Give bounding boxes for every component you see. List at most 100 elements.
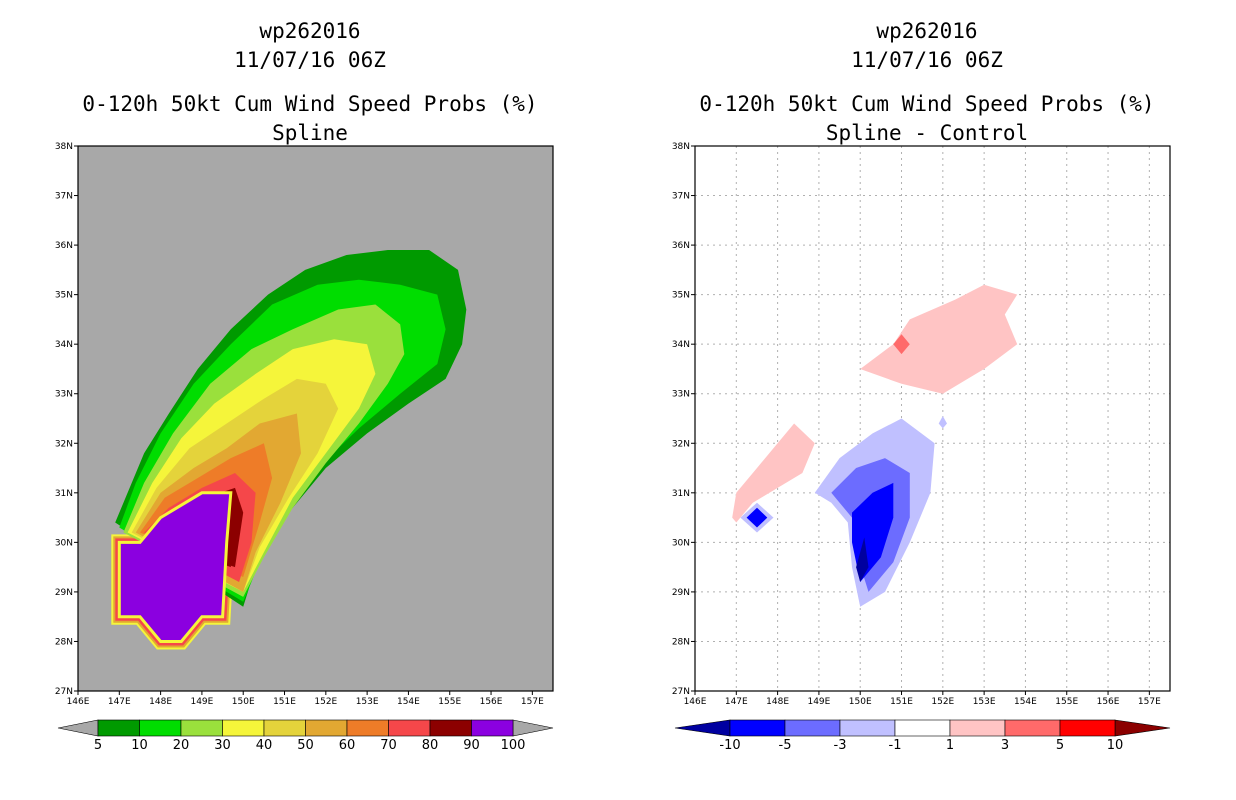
lon-tick-label: 153E bbox=[356, 697, 379, 707]
colorbar-label: 10 bbox=[131, 738, 148, 753]
lon-tick-label: 149E bbox=[190, 697, 213, 707]
colorbar-swatch bbox=[839, 719, 896, 737]
lat-tick-label: 29N bbox=[55, 588, 73, 598]
colorbar-label: 5 bbox=[94, 738, 102, 753]
colorbar-label: 30 bbox=[214, 738, 231, 753]
right-datetime: 11/07/16 06Z bbox=[851, 48, 1003, 72]
lon-tick-label: 148E bbox=[149, 697, 172, 707]
right-plot-area bbox=[694, 145, 1171, 692]
lat-tick-label: 29N bbox=[672, 588, 690, 598]
lat-tick-label: 35N bbox=[672, 291, 690, 301]
colorbar-label: 5 bbox=[1056, 738, 1064, 753]
colorbar-label: -3 bbox=[834, 738, 847, 753]
right-storm-id: wp262016 bbox=[876, 19, 977, 43]
right-axis-ticks: 146E 147E 148E 149E 150E 151E 152E 153E 154E 155E… bbox=[672, 142, 1161, 707]
lat-tick-label: 38N bbox=[55, 142, 73, 152]
right-panel: wp262016 11/07/16 06Z 0-120h 50kt Cum Wi… bbox=[672, 19, 1171, 753]
lon-tick-label: 155E bbox=[1055, 697, 1078, 707]
lon-tick-label: 157E bbox=[521, 697, 544, 707]
lon-tick-label: 149E bbox=[807, 697, 830, 707]
colorbar-swatch bbox=[97, 719, 140, 737]
contour-1-0 bbox=[860, 284, 1018, 394]
lat-tick-label: 33N bbox=[672, 390, 690, 400]
right-subtitle: Spline - Control bbox=[826, 121, 1028, 145]
lon-tick-label: 152E bbox=[314, 697, 337, 707]
lat-tick-label: 31N bbox=[672, 489, 690, 499]
lon-tick-label: 154E bbox=[397, 697, 420, 707]
lat-tick-label: 27N bbox=[55, 687, 73, 697]
lat-tick-label: 36N bbox=[55, 241, 73, 251]
lat-tick-label: 34N bbox=[55, 340, 73, 350]
colorbar-swatch bbox=[1004, 719, 1061, 737]
lon-tick-label: 146E bbox=[684, 697, 707, 707]
colorbar-label: -10 bbox=[719, 738, 740, 753]
lon-tick-label: 151E bbox=[273, 697, 296, 707]
lat-tick-label: 37N bbox=[672, 192, 690, 202]
right-colorbar: -10 -5 -3 -1 1 3 5 10 bbox=[674, 719, 1171, 753]
left-panel: wp262016 11/07/16 06Z 0-120h 50kt Cum Wi… bbox=[55, 19, 554, 753]
lon-tick-label: 150E bbox=[232, 697, 255, 707]
colorbar-swatch bbox=[729, 719, 786, 737]
colorbar-swatch bbox=[180, 719, 223, 737]
colorbar-label: -1 bbox=[889, 738, 902, 753]
left-plot-area bbox=[77, 145, 554, 692]
left-storm-id: wp262016 bbox=[259, 19, 360, 43]
lon-tick-label: 148E bbox=[766, 697, 789, 707]
lat-tick-label: 37N bbox=[55, 192, 73, 202]
lon-tick-label: 154E bbox=[1014, 697, 1037, 707]
colorbar-swatch bbox=[784, 719, 841, 737]
left-datetime: 11/07/16 06Z bbox=[234, 48, 386, 72]
colorbar-swatch bbox=[471, 719, 514, 737]
lat-tick-label: 32N bbox=[672, 439, 690, 449]
colorbar-swatch bbox=[263, 719, 306, 737]
colorbar-label: 90 bbox=[463, 738, 480, 753]
contour--5-8 bbox=[746, 507, 768, 528]
colorbar-label: 3 bbox=[1001, 738, 1009, 753]
colorbar-swatch bbox=[949, 719, 1006, 737]
lon-tick-label: 147E bbox=[725, 697, 748, 707]
lon-tick-label: 153E bbox=[973, 697, 996, 707]
right-title: 0-120h 50kt Cum Wind Speed Probs (%) bbox=[699, 92, 1154, 116]
lon-tick-label: 150E bbox=[849, 697, 872, 707]
core-outline bbox=[117, 491, 233, 643]
colorbar-swatch bbox=[894, 719, 951, 737]
colorbar-swatch bbox=[388, 719, 431, 737]
lon-tick-label: 156E bbox=[480, 697, 503, 707]
lon-tick-label: 156E bbox=[1097, 697, 1120, 707]
colorbar-swatch bbox=[346, 719, 389, 737]
lat-tick-label: 35N bbox=[55, 291, 73, 301]
contour-3-1 bbox=[893, 334, 910, 355]
colorbar-label: -5 bbox=[779, 738, 792, 753]
lat-tick-label: 31N bbox=[55, 489, 73, 499]
colorbar-label: 20 bbox=[173, 738, 190, 753]
lat-tick-label: 32N bbox=[55, 439, 73, 449]
colorbar-label: 1 bbox=[946, 738, 954, 753]
lon-tick-label: 152E bbox=[931, 697, 954, 707]
colorbar-label: 50 bbox=[297, 738, 314, 753]
colorbar-swatch bbox=[222, 719, 265, 737]
colorbar-label: 40 bbox=[256, 738, 273, 753]
left-subtitle: Spline bbox=[272, 121, 348, 145]
contour--1-9 bbox=[938, 416, 947, 429]
colorbar-label: 100 bbox=[501, 738, 526, 753]
colorbar-swatch bbox=[429, 719, 472, 737]
colorbar-swatch bbox=[1059, 719, 1116, 737]
lat-tick-label: 38N bbox=[672, 142, 690, 152]
lat-tick-label: 34N bbox=[672, 340, 690, 350]
lon-tick-label: 147E bbox=[108, 697, 131, 707]
lat-tick-label: 28N bbox=[672, 637, 690, 647]
lat-tick-label: 33N bbox=[55, 390, 73, 400]
left-colorbar: 5 10 20 30 40 50 60 70 80 90 100 bbox=[57, 719, 554, 753]
right-plot-background bbox=[695, 146, 1170, 691]
contour-1-2 bbox=[732, 423, 815, 523]
colorbar-label: 80 bbox=[422, 738, 439, 753]
left-axis-ticks: 146E 147E 148E 149E 150E 151E 152E 153E 154E 155E… bbox=[55, 142, 544, 707]
contour--10-6 bbox=[856, 537, 869, 582]
lon-tick-label: 151E bbox=[890, 697, 913, 707]
lon-tick-label: 157E bbox=[1138, 697, 1161, 707]
lon-tick-label: 155E bbox=[438, 697, 461, 707]
lon-tick-label: 146E bbox=[67, 697, 90, 707]
lat-tick-label: 27N bbox=[672, 687, 690, 697]
left-plot-frame bbox=[77, 145, 554, 692]
